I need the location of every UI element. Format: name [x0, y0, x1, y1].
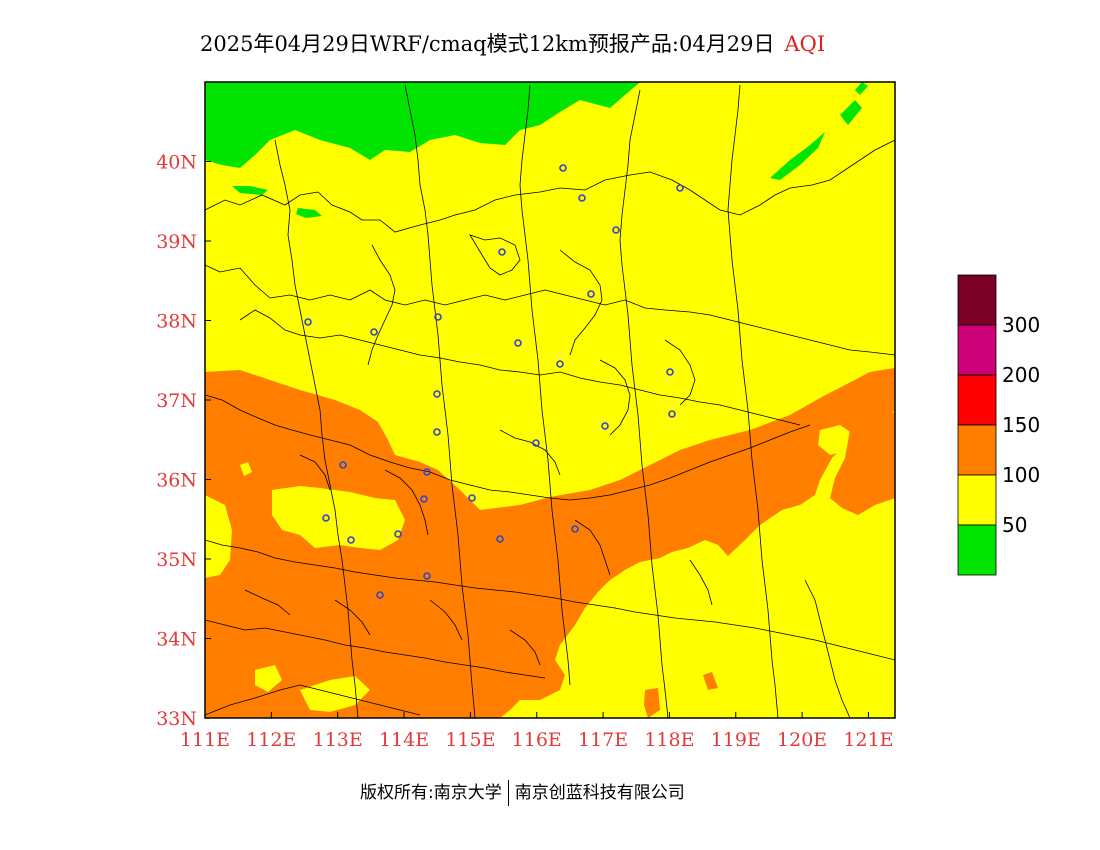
aqi-yellow-pocket: [255, 665, 282, 692]
lon-tick-label: 118E: [644, 729, 694, 751]
aqi-yellow-pocket: [272, 486, 405, 550]
map-plot-area: [205, 82, 895, 718]
city-marker: [304, 318, 312, 326]
city-marker: [559, 164, 567, 172]
city-marker: [676, 184, 684, 192]
city-marker: [571, 525, 579, 533]
city-markers: [304, 164, 684, 599]
legend-swatch: [957, 274, 997, 326]
lat-tick-label: 34N: [156, 629, 197, 651]
aqi-yellow-pocket: [240, 462, 252, 476]
legend-label: 100: [1002, 463, 1040, 487]
city-marker: [668, 410, 676, 418]
map-title: 2025年04月29日WRF/cmaq模式12km预报产品:04月29日 AQI: [200, 28, 900, 58]
city-marker: [612, 226, 620, 234]
lon-tick-label: 117E: [578, 729, 628, 751]
admin-boundaries: [205, 84, 895, 718]
variable-label: AQI: [784, 32, 826, 56]
lat-tick-label: 33N: [156, 708, 197, 730]
legend-swatch: [957, 374, 997, 426]
aqi-orange-island: [830, 412, 895, 515]
city-marker: [434, 313, 442, 321]
city-marker: [601, 422, 609, 430]
aqi-legend: 300 200 150 100 50: [957, 274, 1040, 576]
city-marker: [347, 536, 355, 544]
aqi-green-patch: [296, 208, 322, 218]
aqi-green-patch: [232, 186, 268, 195]
lon-tick-label: 119E: [711, 729, 761, 751]
legend-label: 150: [1002, 413, 1040, 437]
longitude-axis: 111E 112E 113E 114E 115E 116E 117E 118E 119E 120E…: [180, 712, 894, 751]
city-marker: [468, 494, 476, 502]
legend-label: 300: [1002, 313, 1040, 337]
aqi-green-patch: [460, 98, 470, 108]
aqi-orange-band: [205, 368, 895, 718]
city-marker: [420, 495, 428, 503]
footer: 版权所有:南京大学 南京创蓝科技有限公司: [360, 778, 685, 808]
aqi-orange-island: [703, 672, 718, 690]
lon-tick-label: 116E: [512, 729, 562, 751]
city-marker: [498, 248, 506, 256]
legend-swatch: [957, 474, 997, 526]
latitude-axis: 40N 39N 38N 37N 36N 35N 34N 33N: [156, 152, 211, 730]
legend-label: 50: [1002, 513, 1027, 537]
legend-swatch: [957, 324, 997, 376]
legend-swatch: [957, 424, 997, 476]
city-marker: [423, 572, 431, 580]
aqi-orange-island: [644, 688, 660, 718]
city-marker: [423, 468, 431, 476]
city-marker: [587, 290, 595, 298]
legend-swatch: [957, 524, 997, 576]
lon-tick-label: 112E: [246, 729, 296, 751]
aqi-yellow-pocket: [205, 495, 232, 578]
city-marker: [322, 514, 330, 522]
city-marker: [376, 591, 384, 599]
city-marker: [339, 461, 347, 469]
aqi-yellow-pocket: [818, 425, 855, 455]
city-marker: [394, 530, 402, 538]
city-marker: [433, 428, 441, 436]
aqi-green-patch: [770, 132, 825, 180]
city-marker: [496, 535, 504, 543]
city-marker: [370, 328, 378, 336]
city-marker: [433, 390, 441, 398]
lon-tick-label: 114E: [379, 729, 429, 751]
lon-tick-label: 111E: [180, 729, 230, 751]
lat-tick-label: 39N: [156, 231, 197, 253]
aqi-green-patch: [855, 82, 868, 95]
lat-tick-label: 37N: [156, 390, 197, 412]
city-marker: [514, 339, 522, 347]
lat-tick-label: 40N: [156, 152, 197, 174]
copyright-left: 版权所有:南京大学: [360, 783, 502, 803]
city-marker: [532, 439, 540, 447]
aqi-green-region: [205, 82, 640, 168]
lon-tick-label: 113E: [313, 729, 363, 751]
lat-tick-label: 36N: [156, 470, 197, 492]
copyright-right: 南京创蓝科技有限公司: [514, 783, 685, 803]
lon-tick-label: 121E: [843, 729, 893, 751]
legend-label: 200: [1002, 363, 1040, 387]
footer-separator: [507, 780, 509, 806]
city-marker: [666, 368, 674, 376]
lat-tick-label: 38N: [156, 311, 197, 333]
lon-tick-label: 115E: [445, 729, 495, 751]
title-text: 2025年04月29日WRF/cmaq模式12km预报产品:04月29日: [200, 32, 775, 56]
lon-tick-label: 120E: [777, 729, 827, 751]
aqi-green-patch: [840, 100, 862, 125]
city-marker: [578, 194, 586, 202]
lat-tick-label: 35N: [156, 549, 197, 571]
city-marker: [556, 360, 564, 368]
